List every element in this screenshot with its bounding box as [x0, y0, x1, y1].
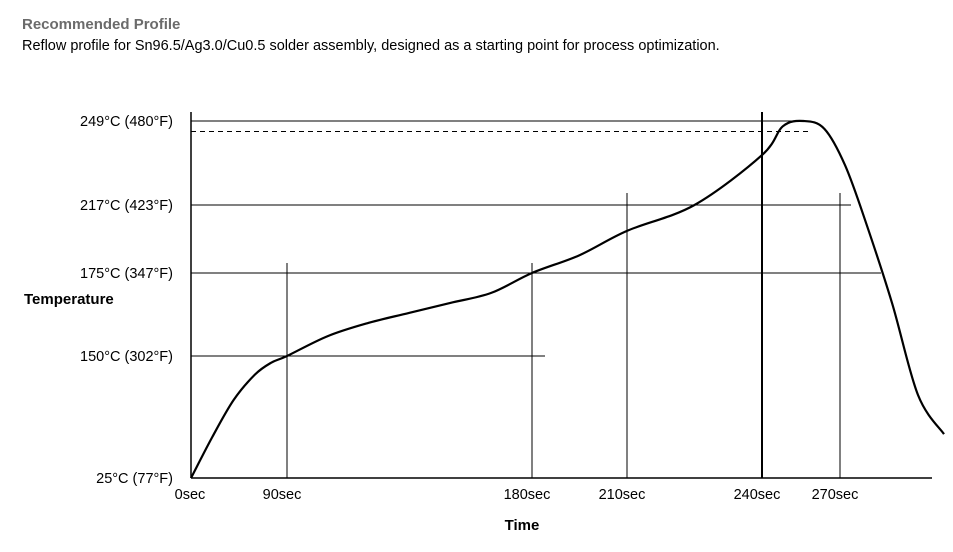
y-axis-title: Temperature [24, 291, 114, 308]
x-axis-title: Time [505, 517, 540, 534]
y-tick-label-217: 217°C (423°F) [80, 198, 173, 214]
x-tick-label-0sec: 0sec [175, 487, 206, 503]
reference-lines [191, 121, 881, 356]
y-tick-label-249: 249°C (480°F) [80, 114, 173, 130]
y-tick-label-25: 25°C (77°F) [96, 471, 173, 487]
drop-lines [287, 112, 840, 478]
x-tick-labels: 0sec 90sec 180sec 210sec 240sec 270sec [175, 487, 859, 503]
profile-curve-group [191, 121, 944, 478]
x-tick-label-240sec: 240sec [734, 487, 781, 503]
y-tick-label-175: 175°C (347°F) [80, 266, 173, 282]
y-tick-label-150: 150°C (302°F) [80, 349, 173, 365]
axes [191, 112, 932, 478]
x-tick-label-210sec: 210sec [599, 487, 646, 503]
temperature-profile-line [191, 121, 944, 478]
x-tick-label-90sec: 90sec [263, 487, 302, 503]
x-tick-label-270sec: 270sec [812, 487, 859, 503]
x-tick-label-180sec: 180sec [504, 487, 551, 503]
